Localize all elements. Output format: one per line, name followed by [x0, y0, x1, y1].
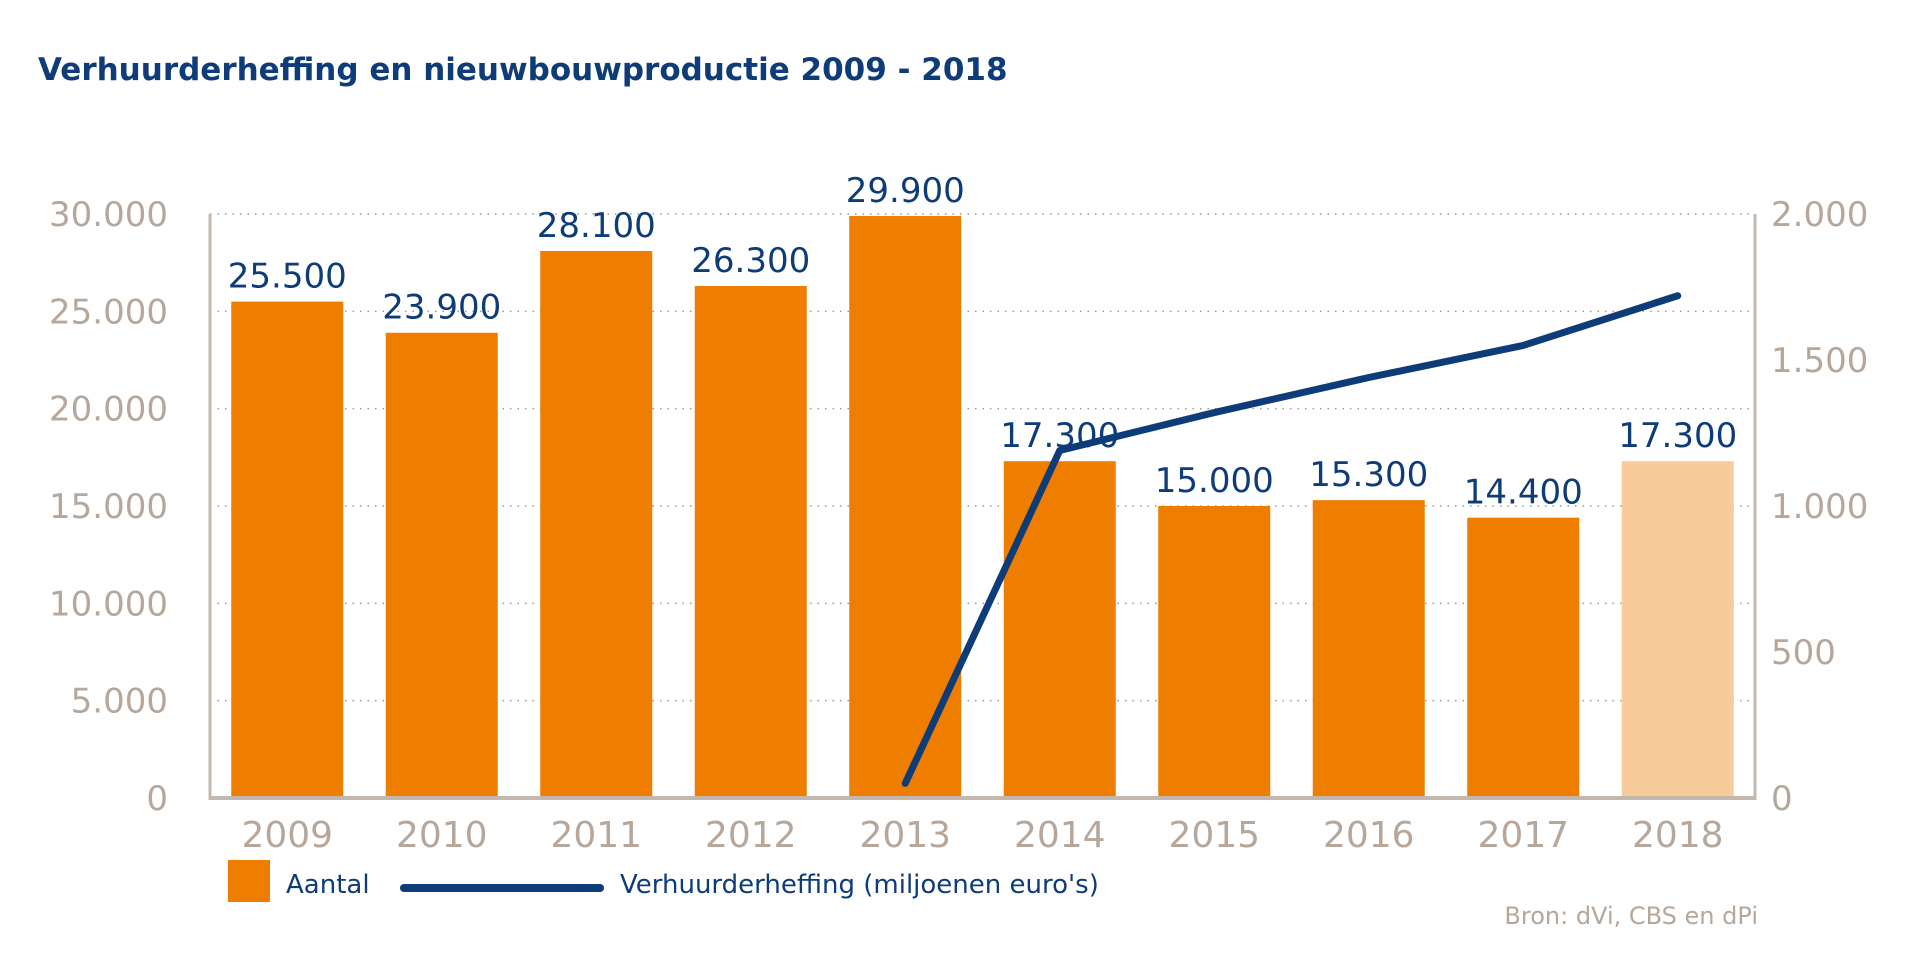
bar-2010: [385, 332, 498, 798]
data-label-2017: 14.400: [1464, 473, 1583, 513]
bar-2016: [1312, 500, 1425, 798]
y-left-tick-label: 15.000: [49, 487, 168, 527]
bar-2013: [849, 215, 962, 799]
y-left-tick-label: 30.000: [49, 195, 168, 235]
data-label-2016: 15.300: [1309, 455, 1428, 495]
x-tick-label-2012: 2012: [705, 815, 797, 856]
source-note: Bron: dVi, CBS en dPi: [1504, 902, 1758, 930]
y-left-tick-label: 25.000: [49, 292, 168, 332]
data-label-2011: 28.100: [537, 206, 656, 246]
bar-2011: [540, 250, 653, 798]
data-label-2014: 17.300: [1000, 416, 1119, 456]
chart-title: Verhuurderheffing en nieuwbouwproductie …: [38, 52, 1008, 88]
bar-2014: [1003, 461, 1116, 798]
legend-swatch-aantal: [228, 860, 270, 902]
legend-label-verhuurderheffing: Verhuurderheffing (miljoenen euro's): [620, 870, 1099, 900]
y-right-tick-label: 0: [1771, 779, 1793, 819]
y-left-tick-label: 5.000: [71, 682, 168, 722]
x-tick-label-2010: 2010: [396, 815, 488, 856]
data-label-2010: 23.900: [382, 288, 501, 328]
y-right-tick-label: 500: [1771, 633, 1836, 673]
x-tick-label-2009: 2009: [241, 815, 333, 856]
axes: [208, 214, 1757, 800]
bar-2015: [1158, 506, 1271, 798]
legend-label-aantal: Aantal: [286, 870, 370, 900]
data-labels: 25.500 23.900 28.100 26.300 29.900 17.300 15.0…: [228, 171, 1737, 513]
ticks: 0 5.000 10.000 15.000 20.000 25.000 30.000 0 500…: [49, 195, 1868, 856]
data-label-2013: 29.900: [846, 171, 965, 211]
grid: [210, 213, 1755, 702]
y-right-tick-label: 1.000: [1771, 487, 1868, 527]
x-tick-label-2013: 2013: [859, 815, 951, 856]
x-tick-label-2014: 2014: [1014, 815, 1106, 856]
y-right-tick-label: 1.500: [1771, 341, 1868, 381]
x-tick-label-2011: 2011: [550, 815, 642, 856]
line-series: [901, 292, 1682, 787]
x-tick-label-2018: 2018: [1632, 815, 1724, 856]
bar-2018: [1621, 461, 1734, 798]
x-tick-label-2017: 2017: [1477, 815, 1569, 856]
bar-2012: [694, 286, 807, 798]
bars: [231, 215, 1734, 799]
y-left-tick-label: 10.000: [49, 584, 168, 624]
data-label-2018: 17.300: [1618, 416, 1737, 456]
data-label-2015: 15.000: [1155, 461, 1274, 501]
data-label-2009: 25.500: [228, 257, 347, 297]
x-tick-label-2016: 2016: [1323, 815, 1415, 856]
y-right-tick-label: 2.000: [1771, 195, 1868, 235]
legend: Aantal Verhuurderheffing (miljoenen euro'…: [228, 860, 1099, 902]
y-left-tick-label: 0: [146, 779, 168, 819]
y-left-tick-label: 20.000: [49, 390, 168, 430]
line-verhuurderheffing: [901, 292, 1682, 787]
data-label-2012: 26.300: [691, 241, 810, 281]
x-tick-label-2015: 2015: [1168, 815, 1260, 856]
bar-2017: [1467, 517, 1580, 798]
bar-2009: [231, 301, 344, 798]
